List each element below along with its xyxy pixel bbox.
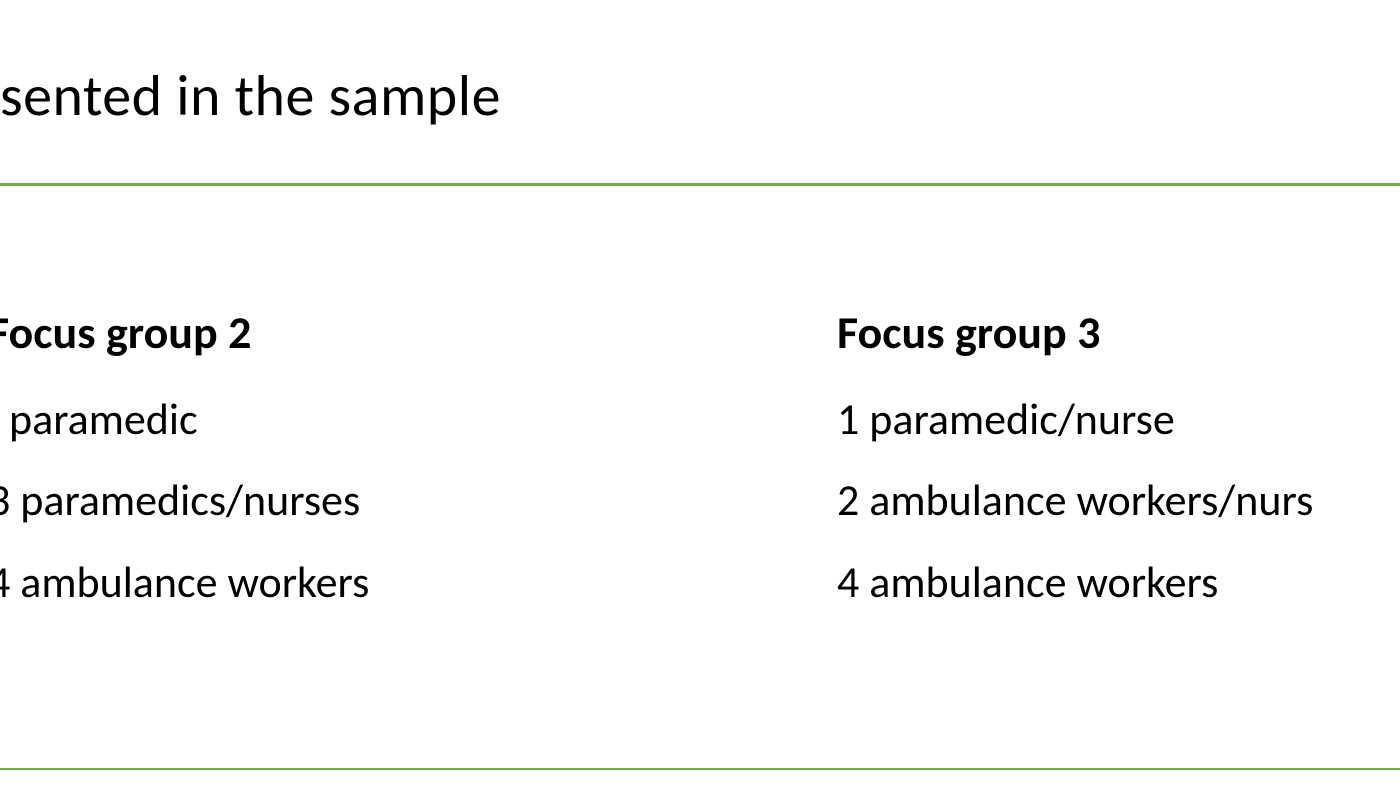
divider-bottom [0, 768, 1400, 770]
divider-top [0, 183, 1400, 186]
focus-group-3-item-2: 2 ambulance workers/nurs [837, 460, 1313, 541]
focus-group-2-item-3: 4 ambulance workers [0, 542, 369, 623]
focus-group-3-item-3: 4 ambulance workers [837, 542, 1313, 623]
focus-group-2-item-1: . paramedic [0, 379, 369, 460]
focus-group-2-item-2: 3 paramedics/nurses [0, 460, 369, 541]
slide-title: sented in the sample [0, 60, 501, 131]
focus-group-3-item-1: 1 paramedic/nurse [837, 379, 1313, 460]
slide-container: sented in the sample Focus group 2 . par… [0, 0, 1400, 786]
focus-group-3: Focus group 3 1 paramedic/nurse 2 ambula… [837, 305, 1313, 623]
focus-group-2-heading: Focus group 2 [0, 305, 369, 361]
focus-group-2: Focus group 2 . paramedic 3 paramedics/n… [0, 305, 369, 623]
focus-group-3-heading: Focus group 3 [837, 305, 1313, 361]
